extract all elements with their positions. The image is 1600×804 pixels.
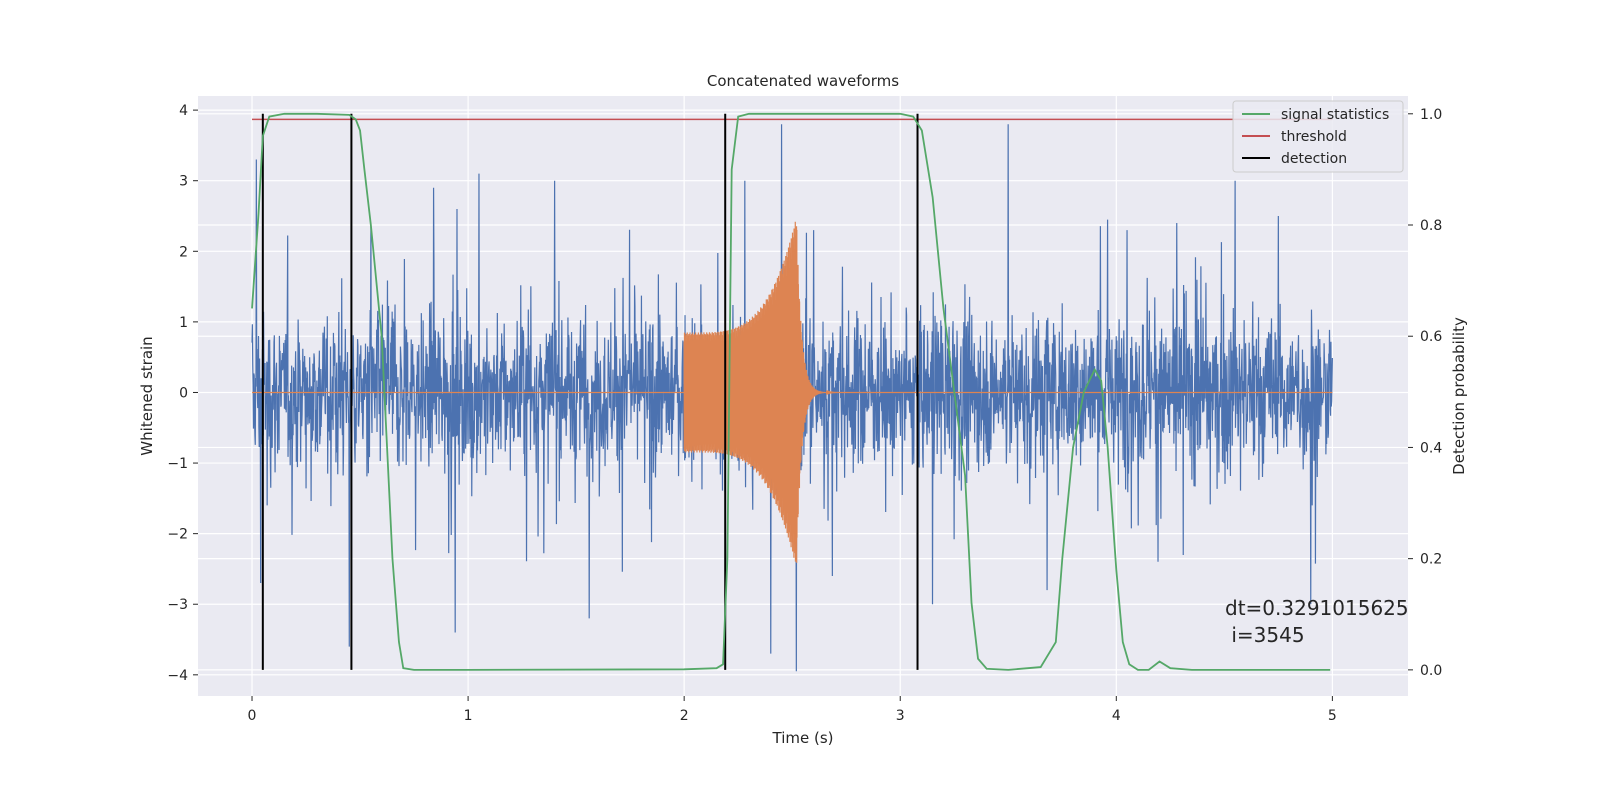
y-tick-label-left: 1 (179, 315, 188, 331)
legend: signal statistics threshold detection (1232, 100, 1404, 173)
legend-label: threshold (1281, 129, 1347, 145)
y-axis-label-right: Detection probability (1450, 317, 1468, 475)
x-tick-label: 2 (680, 708, 689, 724)
left-axis: −4 −3 −2 −1 0 1 2 3 4 (167, 103, 198, 684)
y-tick-label-left: 3 (179, 174, 188, 190)
x-tick-label: 3 (896, 708, 905, 724)
y-tick-label-right: 0.6 (1420, 329, 1442, 345)
y-tick-label-left: −2 (167, 527, 188, 543)
chart-title: Concatenated waveforms (707, 72, 899, 90)
y-tick-label-right: 0.8 (1420, 218, 1442, 234)
y-tick-label-left: −1 (167, 456, 188, 472)
y-tick-label-right: 0.4 (1420, 440, 1442, 456)
y-tick-label-left: 2 (179, 244, 188, 260)
legend-label: detection (1281, 151, 1347, 167)
x-tick-label: 1 (464, 708, 473, 724)
legend-frame (1232, 100, 1404, 173)
x-tick-label: 4 (1112, 708, 1121, 724)
x-axis-label: Time (s) (772, 729, 834, 747)
signal-statistics-series (251, 112, 1331, 671)
x-tick-label: 0 (248, 708, 257, 724)
detection-series (261, 113, 919, 670)
y-tick-label-right: 0.2 (1420, 552, 1442, 568)
injected-signal-series (252, 221, 1333, 563)
y-tick-label-right: 1.0 (1420, 107, 1442, 123)
signal-statistics-line (251, 112, 1331, 671)
y-tick-label-left: −4 (167, 668, 188, 684)
annotation-dt: dt=0.3291015625 (1225, 596, 1409, 620)
right-axis: 0.0 0.2 0.4 0.6 0.8 1.0 (1408, 107, 1442, 679)
y-tick-label-left: −3 (167, 597, 188, 613)
y-tick-label-left: 4 (179, 103, 188, 119)
x-axis: 0 1 2 3 4 5 (248, 696, 1337, 724)
y-axis-label-left: Whitened strain (138, 336, 156, 455)
y-tick-label-right: 0.0 (1420, 663, 1442, 679)
annotation-index: i=3545 (1225, 623, 1305, 647)
legend-label: signal statistics (1281, 107, 1389, 123)
y-tick-label-left: 0 (179, 385, 188, 401)
injected-signal-line (252, 221, 1333, 563)
x-tick-label: 5 (1328, 708, 1337, 724)
